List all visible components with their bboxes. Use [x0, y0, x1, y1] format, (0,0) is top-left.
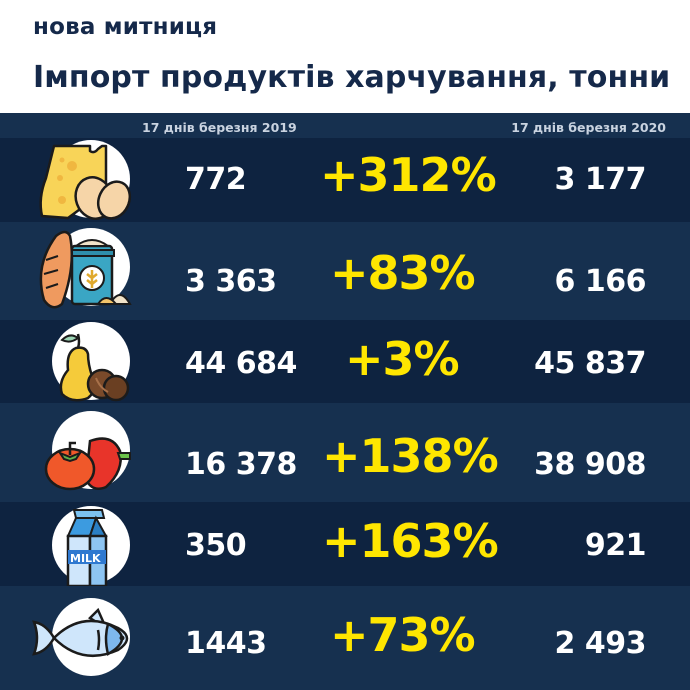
value-2020: 45 837 [534, 346, 646, 381]
value-2020: 38 908 [534, 447, 646, 482]
value-2019: 772 [185, 162, 247, 197]
value-2019: 1443 [185, 626, 267, 661]
table-row: 1443 +73% 2 493 [0, 586, 690, 690]
value-2020: 6 166 [554, 264, 647, 299]
value-2019: 44 684 [185, 346, 297, 381]
change-percent: +138% [322, 429, 499, 483]
data-table: 17 днів березня 2019 17 днів березня 202… [0, 113, 690, 690]
change-percent: +73% [330, 608, 476, 662]
tomato-pepper-icon [32, 409, 132, 497]
cheese-eggs-icon [32, 138, 132, 226]
bread-flour-icon [32, 226, 132, 314]
value-2020: 921 [584, 528, 647, 563]
change-percent: +3% [345, 332, 460, 386]
brand-name: нова митниця [33, 14, 218, 40]
value-2019: 350 [185, 528, 247, 563]
change-percent: +163% [322, 514, 499, 568]
value-2019: 16 378 [185, 447, 297, 482]
page-title: Імпорт продуктів харчування, тонни [33, 60, 671, 95]
pear-nuts-icon [32, 320, 132, 408]
change-percent: +312% [320, 148, 497, 202]
milk-carton-icon: MILK [32, 504, 132, 592]
svg-text:MILK: MILK [70, 552, 101, 565]
column-header-2020: 17 днів березня 2020 [511, 120, 666, 135]
value-2020: 2 493 [554, 626, 647, 661]
value-2020: 3 177 [554, 162, 647, 197]
table-row: 772 +312% 3 177 [0, 138, 690, 222]
table-row: MILK 350 +163% 921 [0, 502, 690, 588]
table-row: 3 363 +83% 6 166 [0, 222, 690, 320]
column-header-2019: 17 днів березня 2019 [142, 120, 297, 135]
table-row: 16 378 +138% 38 908 [0, 403, 690, 502]
fish-icon [32, 596, 132, 684]
change-percent: +83% [330, 246, 476, 300]
value-2019: 3 363 [185, 264, 277, 299]
table-row: 44 684 +3% 45 837 [0, 320, 690, 403]
